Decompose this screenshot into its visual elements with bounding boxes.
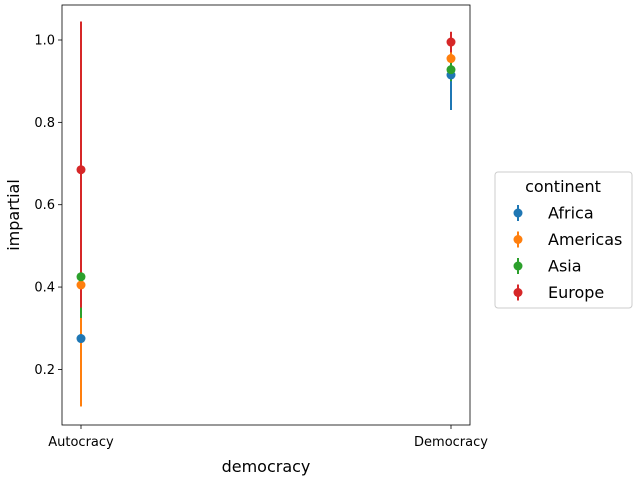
error-bars xyxy=(80,21,452,407)
x-tick-label: Autocracy xyxy=(48,435,114,450)
point-asia xyxy=(446,65,456,75)
point-europe xyxy=(76,165,86,175)
legend-title: continent xyxy=(525,177,601,196)
point-americas xyxy=(76,280,86,290)
legend-label: Asia xyxy=(548,257,582,276)
legend-label: Africa xyxy=(548,204,594,223)
legend-marker xyxy=(513,288,523,297)
legend-label: Americas xyxy=(548,230,622,249)
data-points xyxy=(76,37,456,344)
legend-items: Africa Americas Asia Europe xyxy=(513,204,622,302)
x-tick-label: Democracy xyxy=(414,435,488,450)
y-axis-ticks: 0.2 0.4 0.6 0.8 1.0 xyxy=(34,34,62,378)
point-asia xyxy=(76,272,86,282)
y-tick-label: 1.0 xyxy=(34,34,55,49)
y-tick-label: 0.6 xyxy=(34,198,55,213)
point-americas xyxy=(446,54,456,64)
x-axis-ticks: Autocracy Democracy xyxy=(48,425,488,450)
point-africa xyxy=(76,334,86,344)
legend-marker xyxy=(513,261,523,271)
y-tick-label: 0.8 xyxy=(34,116,55,131)
plot-frame xyxy=(61,4,471,426)
y-axis-label: impartial xyxy=(4,179,23,251)
legend: continent Africa Americas Asia Europe xyxy=(494,171,633,309)
x-axis-label: democracy xyxy=(222,457,311,476)
legend-label: Europe xyxy=(548,283,604,302)
legend-marker xyxy=(513,208,523,218)
y-tick-label: 0.4 xyxy=(34,281,55,296)
y-tick-label: 0.2 xyxy=(34,363,55,378)
legend-box xyxy=(494,171,633,309)
point-europe xyxy=(446,37,456,47)
legend-marker xyxy=(513,235,523,244)
